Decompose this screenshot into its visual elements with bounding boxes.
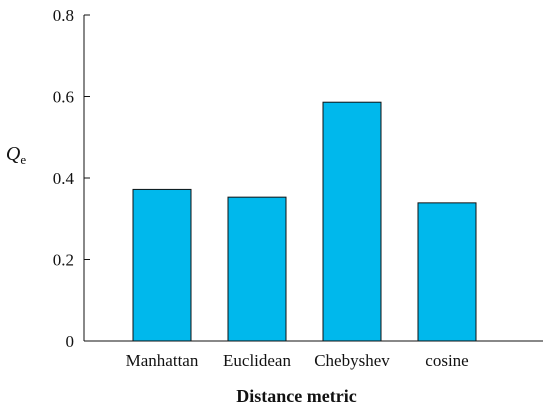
x-tick-label-euclidean: Euclidean	[223, 351, 291, 370]
y-ticks-group: 0 0.2 0.4 0.6 0.8	[53, 6, 90, 351]
y-axis-title-subscript: e	[20, 152, 26, 167]
x-tick-label-manhattan: Manhattan	[126, 351, 199, 370]
y-tick-label: 0.4	[53, 169, 75, 188]
x-tick-label-chebyshev: Chebyshev	[314, 351, 390, 370]
y-tick-label: 0.8	[53, 6, 74, 25]
bar-euclidean	[227, 196, 287, 342]
y-axis-title-main: Q	[6, 143, 21, 165]
x-tick-label-cosine: cosine	[425, 351, 468, 370]
bar-cosine	[417, 202, 477, 342]
y-tick-label: 0.6	[53, 88, 74, 107]
y-tick-label: 0.2	[53, 251, 74, 270]
bar-chebyshev	[322, 101, 382, 342]
bars-group	[132, 101, 477, 342]
x-axis-title: Distance metric	[236, 386, 356, 406]
y-axis-title: Qe	[6, 143, 26, 167]
bar-manhattan	[132, 188, 192, 342]
y-tick-label: 0	[66, 332, 75, 351]
x-tick-labels-group: Manhattan Euclidean Chebyshev cosine	[126, 351, 469, 370]
